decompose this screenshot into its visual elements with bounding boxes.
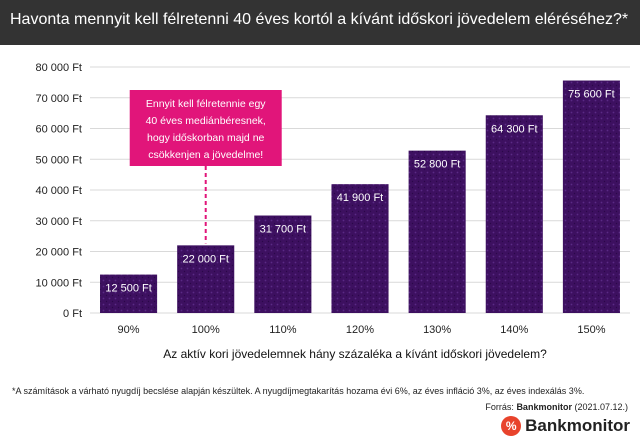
bar: [408, 150, 466, 313]
annotation-text-line: hogy időskorban majd ne: [147, 132, 264, 144]
bar-value-label: 31 700 Ft: [260, 224, 306, 236]
y-tick-label: 70 000 Ft: [36, 93, 82, 105]
bar: [562, 80, 620, 313]
bar-value-label: 22 000 Ft: [182, 253, 228, 265]
bar-chart: 0 Ft 10 000 Ft 20 000 Ft 30 000 Ft 40 000 Ft…: [36, 62, 630, 361]
bar-value-label: 41 900 Ft: [337, 192, 383, 204]
annotation-box: [129, 90, 282, 166]
y-tick-label: 0 Ft: [63, 308, 82, 320]
y-tick-label: 50 000 Ft: [36, 154, 82, 166]
bars: 12 500 Ft 22 000 Ft 31 700 Ft 41 900 Ft 52 8…: [100, 80, 620, 313]
bar-value-label: 64 300 Ft: [491, 123, 537, 135]
percent-icon: %: [501, 416, 522, 436]
bar-value-label: 75 600 Ft: [568, 89, 614, 101]
y-tick-label: 40 000 Ft: [36, 185, 82, 197]
y-tick-label: 30 000 Ft: [36, 216, 82, 228]
title-bar: Havonta mennyit kell félretenni 40 éves …: [0, 0, 640, 45]
y-tick-label: 20 000 Ft: [36, 247, 82, 259]
x-tick-label: 110%: [269, 324, 297, 336]
annotation-text-line: 40 éves mediánbéresnek,: [146, 115, 266, 127]
bar: [100, 274, 158, 313]
brand-logo: % Bankmonitor: [501, 415, 630, 437]
bar: [485, 115, 543, 313]
y-tick-label: 10 000 Ft: [36, 277, 82, 289]
bar: [331, 184, 389, 313]
bar: [177, 245, 235, 313]
x-tick-label: 130%: [423, 324, 451, 336]
x-tick-label: 100%: [192, 324, 220, 336]
x-tick-label: 90%: [118, 324, 140, 336]
y-tick-label: 60 000 Ft: [36, 124, 82, 136]
source-date: (2021.07.12.): [571, 402, 628, 412]
bar-value-label: 12 500 Ft: [105, 283, 151, 295]
bar-value-label: 52 800 Ft: [414, 159, 460, 171]
brand-name: Bankmonitor: [525, 416, 630, 435]
annotation-text-line: csökkenjen a jövedelme!: [148, 149, 263, 161]
x-axis-ticks: 90% 100% 110% 120% 130% 140% 150%: [118, 324, 606, 336]
x-tick-label: 140%: [500, 324, 528, 336]
bar: [254, 215, 312, 313]
x-tick-label: 150%: [577, 324, 605, 336]
source-name: Bankmonitor: [516, 402, 572, 412]
y-axis-ticks: 0 Ft 10 000 Ft 20 000 Ft 30 000 Ft 40 000 Ft…: [36, 62, 82, 320]
annotation-text-line: Ennyit kell félretennie egy: [146, 98, 266, 110]
annotation: Ennyit kell félretennie egy 40 éves mediá…: [129, 90, 282, 244]
chart-title: Havonta mennyit kell félretenni 40 éves …: [10, 11, 629, 28]
footnote: *A számítások a várható nyugdíj becslése…: [12, 386, 585, 396]
x-axis-label: Az aktív kori jövedelemnek hány százalék…: [163, 347, 547, 361]
y-tick-label: 80 000 Ft: [36, 62, 82, 74]
source-prefix: Forrás:: [485, 402, 517, 412]
source-line: Forrás: Bankmonitor (2021.07.12.): [485, 402, 628, 412]
x-tick-label: 120%: [346, 324, 374, 336]
